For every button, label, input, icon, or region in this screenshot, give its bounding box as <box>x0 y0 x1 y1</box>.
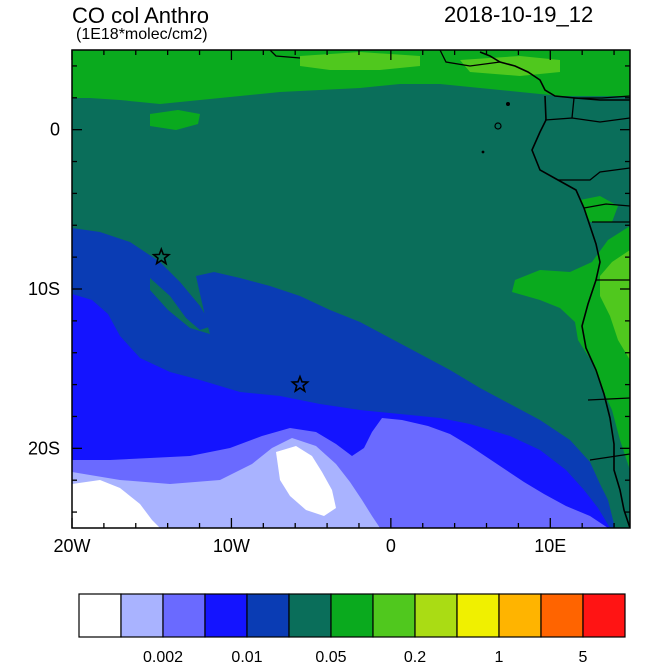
colorbar: 0.002 0.01 0.05 0.2 1 5 <box>78 593 626 666</box>
island-dot-2 <box>494 122 502 130</box>
y-tick-label: 20S <box>28 438 60 458</box>
colorbar-swatch <box>414 593 458 638</box>
plot-title: CO col Anthro <box>72 3 209 28</box>
map-field <box>72 50 630 528</box>
field-lightgreen-north <box>300 52 420 70</box>
colorbar-swatch <box>204 593 248 638</box>
star-marker <box>290 374 310 393</box>
units-label: (1E18*molec/cm2) <box>76 26 208 43</box>
colorbar-swatch <box>498 593 542 638</box>
colorbar-label: 0.05 <box>315 649 346 666</box>
x-tick-label: 20W <box>53 536 90 556</box>
x-tick-label: 10E <box>534 536 566 556</box>
y-tick-label: 0 <box>50 120 60 140</box>
island-dot-3 <box>481 150 485 154</box>
field-white <box>72 480 160 528</box>
axis-labels: 20W 10W 0 10E 0 10S 20S <box>28 120 566 556</box>
colorbar-swatch <box>540 593 584 638</box>
field-white-2 <box>276 446 336 516</box>
colorbar-swatch <box>372 593 416 638</box>
colorbar-label: 0.002 <box>143 649 183 666</box>
colorbar-swatch <box>120 593 164 638</box>
colorbar-label: 0.01 <box>231 649 262 666</box>
y-tick-label: 10S <box>28 279 60 299</box>
colorbar-swatch <box>582 593 626 638</box>
colorbar-swatch <box>246 593 290 638</box>
colorbar-label: 1 <box>495 649 504 666</box>
axis-ticks <box>71 50 630 528</box>
field-green-gabon <box>580 196 618 222</box>
map-markers <box>151 246 310 393</box>
timestamp-label: 2018-10-19_12 <box>444 2 594 27</box>
island-dot-1 <box>506 102 510 106</box>
star-marker <box>151 246 172 266</box>
colorbar-swatch <box>456 593 500 638</box>
colorbar-swatch <box>78 593 122 638</box>
field-green-patch-1 <box>150 110 200 130</box>
x-tick-label: 10W <box>213 536 250 556</box>
field-lightgreen-north-2 <box>460 56 560 76</box>
colorbar-swatch <box>288 593 332 638</box>
field-lightgreen-coast <box>600 250 630 360</box>
colorbar-swatch <box>162 593 206 638</box>
colorbar-swatch <box>330 593 374 638</box>
colorbar-label: 5 <box>579 649 588 666</box>
country-border-1 <box>544 95 630 461</box>
colorbar-label: 0.2 <box>404 649 426 666</box>
country-border-2 <box>269 50 501 67</box>
x-tick-label: 0 <box>386 536 396 556</box>
